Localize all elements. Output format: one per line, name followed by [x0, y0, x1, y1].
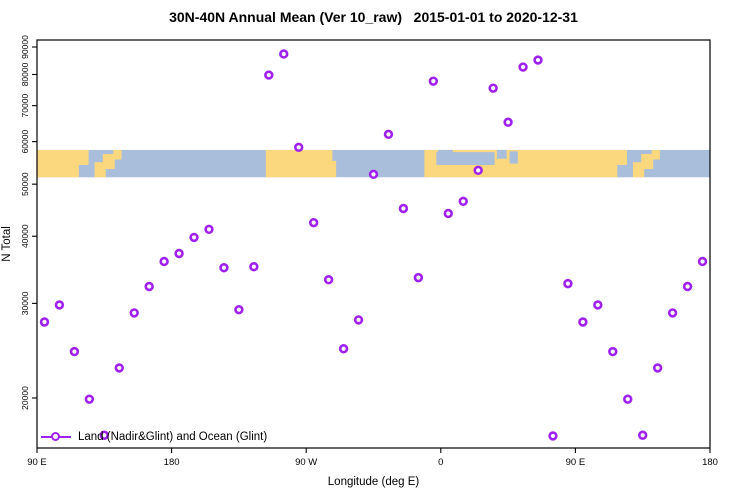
- legend-marker-icon: [41, 432, 71, 443]
- y-axis-title: N Total: [1, 226, 13, 262]
- data-point: [338, 344, 349, 354]
- y-tick-label: 50000: [20, 172, 30, 196]
- data-point: [174, 248, 184, 259]
- map-land: [265, 149, 333, 178]
- y-tick-label: 30000: [20, 291, 30, 315]
- map-land: [614, 149, 627, 165]
- data-point: [548, 431, 558, 441]
- data-point: [503, 117, 513, 127]
- data-point: [279, 49, 289, 59]
- data-point: [204, 224, 214, 235]
- data-point: [264, 70, 274, 80]
- data-point: [114, 363, 124, 373]
- map-land: [331, 160, 337, 178]
- data-point: [99, 430, 110, 440]
- data-point: [652, 363, 663, 373]
- x-tick-label: 180: [702, 457, 718, 468]
- data-point: [69, 346, 80, 357]
- x-tick-label: 0: [438, 457, 443, 468]
- plot-box: [36, 39, 711, 449]
- x-axis-title: Longitude (deg E): [327, 476, 420, 488]
- data-point: [488, 83, 498, 93]
- legend-circle-icon: [51, 432, 60, 441]
- data-point: [54, 300, 65, 310]
- map-land: [632, 162, 645, 178]
- data-point: [189, 232, 199, 243]
- data-point: [294, 142, 304, 153]
- data-point: [518, 62, 528, 72]
- data-point: [383, 129, 394, 140]
- x-tick-label: 90 E: [566, 457, 586, 468]
- data-point: [159, 256, 169, 267]
- data-point: [353, 315, 364, 325]
- map-sea: [437, 149, 453, 159]
- map-land: [37, 149, 79, 178]
- data-point: [368, 169, 379, 180]
- map-sea: [509, 151, 518, 164]
- data-point: [697, 256, 708, 267]
- y-tick-label: 20000: [20, 386, 30, 410]
- data-point: [623, 394, 633, 404]
- data-point: [637, 430, 648, 440]
- data-point: [473, 165, 483, 176]
- data-point: [84, 394, 95, 404]
- map-land: [651, 149, 660, 160]
- chart-title: 30N-40N Annual Mean (Ver 10_raw) 2015-01…: [169, 9, 578, 25]
- x-tick-label: 180: [164, 457, 180, 468]
- map-land: [113, 149, 122, 160]
- data-point: [428, 76, 439, 86]
- y-tick-label: 40000: [20, 224, 30, 248]
- data-point: [323, 275, 334, 285]
- x-tick-label: 90 E: [27, 457, 47, 468]
- map-land: [75, 149, 89, 165]
- y-tick-label: 90000: [20, 35, 30, 59]
- data-point: [129, 308, 139, 318]
- data-point: [593, 300, 603, 310]
- data-point: [563, 278, 573, 289]
- x-tick-label: 90 W: [295, 457, 317, 468]
- data-point: [234, 304, 244, 315]
- data-point: [443, 208, 453, 219]
- map-land: [641, 154, 654, 170]
- data-point: [39, 317, 50, 327]
- map-land: [102, 154, 115, 170]
- data-point: [308, 217, 319, 228]
- data-point: [578, 317, 588, 327]
- data-point: [667, 308, 678, 318]
- y-tick-label: 70000: [20, 94, 30, 118]
- data-point: [249, 262, 259, 272]
- map-land: [94, 162, 106, 178]
- data-point: [682, 281, 693, 292]
- data-point: [608, 346, 618, 357]
- data-point: [398, 203, 409, 214]
- data-point: [458, 196, 468, 207]
- legend: Land (Nadir&Glint) and Ocean (Glint): [41, 430, 267, 444]
- data-point: [413, 272, 424, 283]
- y-tick-label: 60000: [20, 130, 30, 154]
- data-point: [144, 281, 154, 292]
- map-sea: [496, 149, 507, 159]
- legend-label: Land (Nadir&Glint) and Ocean (Glint): [78, 431, 268, 443]
- data-point: [219, 263, 229, 273]
- y-tick-label: 80000: [20, 62, 30, 86]
- data-point: [533, 55, 543, 65]
